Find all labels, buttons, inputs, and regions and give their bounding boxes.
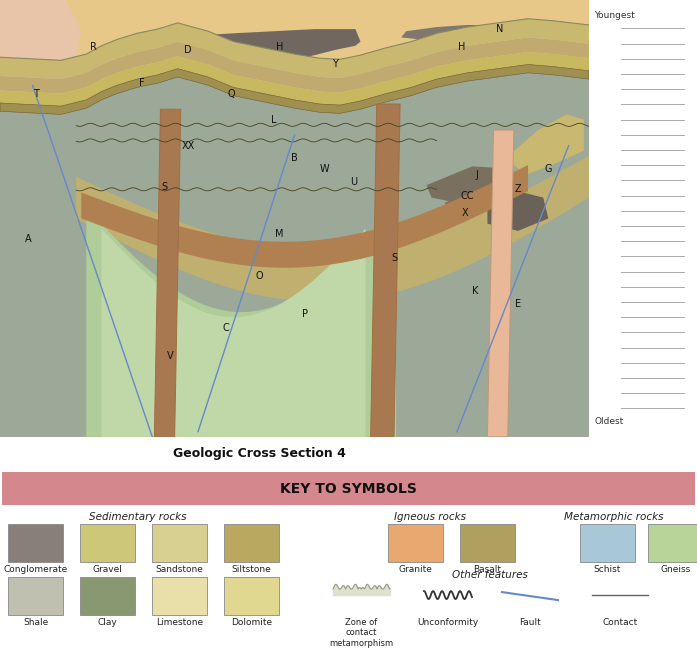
Bar <box>648 524 697 562</box>
Text: Youngest: Youngest <box>595 11 635 20</box>
Polygon shape <box>487 130 514 437</box>
Polygon shape <box>154 109 181 437</box>
Polygon shape <box>371 104 400 437</box>
Text: O: O <box>255 271 263 281</box>
Text: G: G <box>544 163 552 173</box>
Text: Z: Z <box>514 184 521 194</box>
Text: Fault: Fault <box>519 618 541 627</box>
Bar <box>224 577 279 615</box>
Bar <box>152 577 207 615</box>
Bar <box>224 524 279 562</box>
Polygon shape <box>401 25 498 44</box>
Text: D: D <box>184 45 192 55</box>
Polygon shape <box>76 156 589 301</box>
Text: Basalt: Basalt <box>473 565 502 574</box>
Text: R: R <box>90 42 97 52</box>
Text: K: K <box>472 286 478 296</box>
Text: Schist: Schist <box>594 565 621 574</box>
Bar <box>8 524 63 562</box>
Bar <box>8 577 63 615</box>
Text: Granite: Granite <box>399 565 432 574</box>
Polygon shape <box>0 37 589 93</box>
Text: Shale: Shale <box>23 618 48 627</box>
Text: B: B <box>291 153 298 163</box>
Text: Limestone: Limestone <box>156 618 203 627</box>
Text: Unconformity: Unconformity <box>418 618 479 627</box>
Polygon shape <box>0 73 589 437</box>
Text: Gneiss: Gneiss <box>660 565 691 574</box>
Text: Q: Q <box>228 89 236 99</box>
Text: W: W <box>320 163 330 173</box>
Bar <box>460 524 515 562</box>
Text: Sedimentary rocks: Sedimentary rocks <box>89 512 187 522</box>
Polygon shape <box>0 52 589 106</box>
Bar <box>80 524 135 562</box>
Text: U: U <box>350 177 357 187</box>
Text: V: V <box>167 351 174 361</box>
Text: N: N <box>496 24 503 34</box>
Text: CC: CC <box>460 191 474 201</box>
Text: Other features: Other features <box>452 570 528 580</box>
Bar <box>580 524 635 562</box>
Text: Conglomerate: Conglomerate <box>3 565 68 574</box>
Text: Gravel: Gravel <box>93 565 123 574</box>
Text: Geologic Cross Section 4: Geologic Cross Section 4 <box>173 447 346 460</box>
Polygon shape <box>506 115 584 175</box>
Text: Sandstone: Sandstone <box>155 565 204 574</box>
Bar <box>80 577 135 615</box>
Text: F: F <box>139 78 145 88</box>
Text: Clay: Clay <box>98 618 117 627</box>
Polygon shape <box>198 29 360 61</box>
Text: L: L <box>271 115 277 125</box>
Bar <box>2 472 695 505</box>
Text: Zone of
contact
metamorphism: Zone of contact metamorphism <box>329 618 393 648</box>
Text: XX: XX <box>181 141 194 151</box>
Text: H: H <box>459 42 466 52</box>
Polygon shape <box>86 208 396 437</box>
Text: T: T <box>33 89 38 99</box>
Text: A: A <box>25 234 32 244</box>
Polygon shape <box>445 193 487 216</box>
Text: Dolomite: Dolomite <box>231 618 272 627</box>
Polygon shape <box>487 193 549 231</box>
Text: Siltstone: Siltstone <box>231 565 271 574</box>
Polygon shape <box>82 165 528 267</box>
Text: Y: Y <box>332 59 338 69</box>
Text: M: M <box>275 229 284 239</box>
Bar <box>388 524 443 562</box>
Polygon shape <box>0 0 91 437</box>
Text: J: J <box>476 170 479 179</box>
Polygon shape <box>0 65 589 115</box>
Text: Contact: Contact <box>602 618 638 627</box>
Text: P: P <box>302 309 307 319</box>
Polygon shape <box>0 19 589 79</box>
Text: Oldest: Oldest <box>595 417 624 426</box>
Text: S: S <box>162 182 167 192</box>
Text: S: S <box>391 253 397 263</box>
Text: E: E <box>515 299 521 309</box>
Text: C: C <box>222 323 229 333</box>
Text: X: X <box>462 208 468 218</box>
Bar <box>152 524 207 562</box>
Text: Metamorphic rocks: Metamorphic rocks <box>565 512 664 522</box>
Text: KEY TO SYMBOLS: KEY TO SYMBOLS <box>279 482 416 496</box>
Text: H: H <box>275 42 283 52</box>
Polygon shape <box>102 229 365 437</box>
Polygon shape <box>427 167 526 204</box>
Text: Igneous rocks: Igneous rocks <box>394 512 466 522</box>
